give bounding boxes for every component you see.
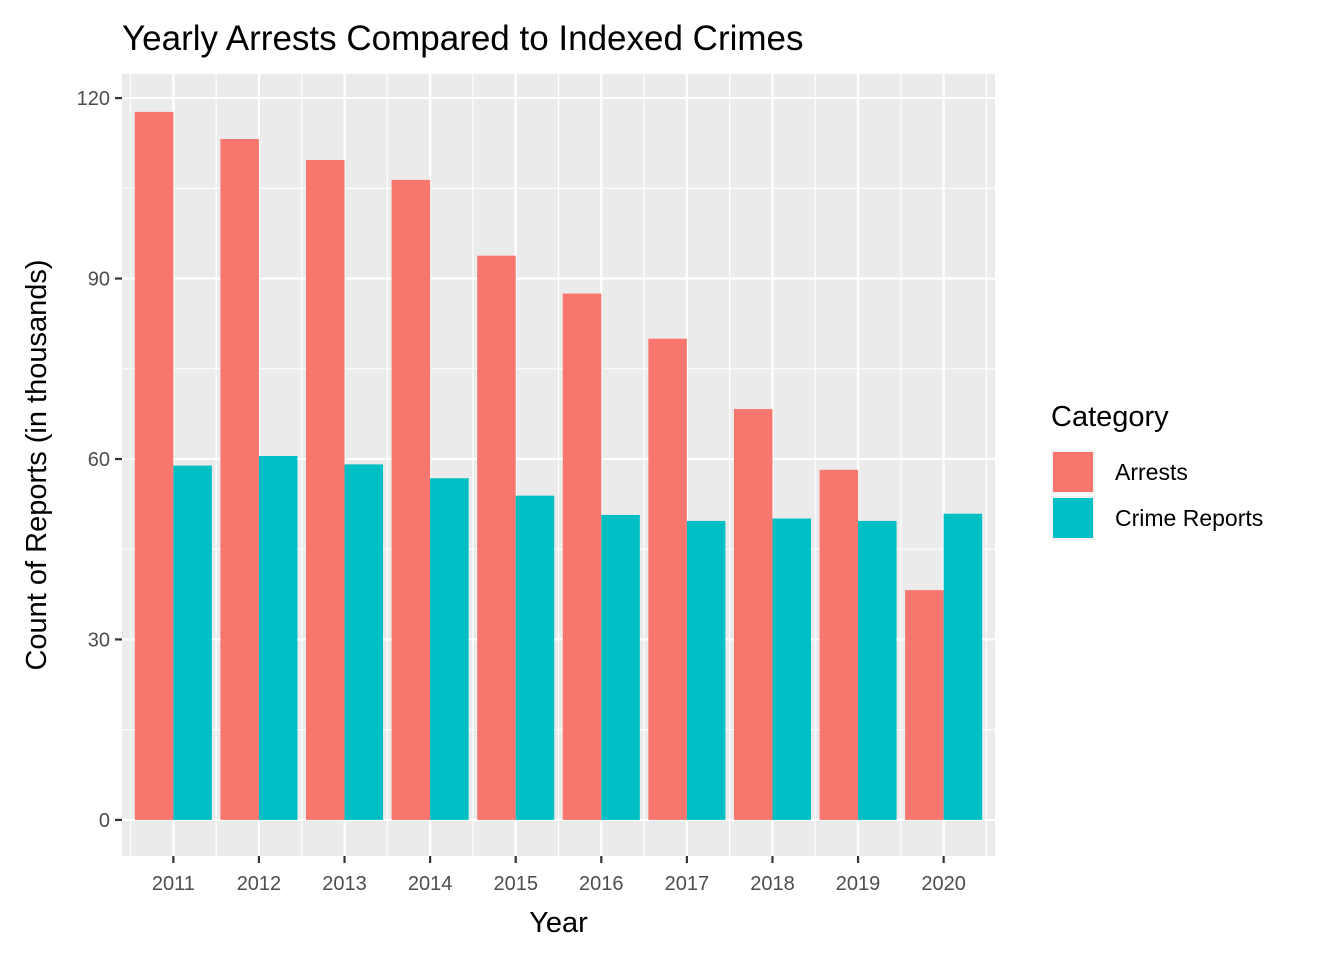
bar-crime-reports-2020 (943, 513, 983, 820)
x-tick-label: 2014 (408, 873, 453, 895)
x-tick-label: 2019 (836, 873, 881, 895)
bars (134, 111, 983, 820)
bar-crime-reports-2011 (173, 465, 212, 820)
x-tick-label: 2016 (579, 873, 624, 895)
legend-items: Arrests Crime Reports (1051, 450, 1263, 540)
legend: Category Arrests Crime Reports (1051, 401, 1263, 540)
y-tick-label: 0 (99, 810, 110, 832)
x-tick-label: 2018 (750, 873, 795, 895)
bar-crime-reports-2018 (772, 518, 811, 820)
chart-title: Yearly Arrests Compared to Indexed Crime… (122, 19, 804, 58)
bar-arrests-2012 (220, 138, 259, 820)
bar-crime-reports-2017 (686, 520, 726, 820)
y-axis: 0 30 60 90 120 (77, 88, 122, 832)
x-axis-title: Year (529, 907, 588, 939)
bar-arrests-2014 (391, 179, 431, 820)
bar-crime-reports-2015 (515, 495, 555, 820)
legend-swatch (1053, 498, 1093, 538)
x-tick-label: 2011 (152, 873, 195, 895)
bar-arrests-2013 (306, 160, 345, 820)
legend-swatch (1053, 452, 1093, 492)
bar-arrests-2015 (477, 255, 516, 820)
bar-crime-reports-2013 (344, 464, 384, 820)
legend-label: Crime Reports (1115, 505, 1263, 531)
y-tick-label: 120 (77, 88, 110, 110)
bar-crime-reports-2014 (430, 478, 469, 820)
bar-crime-reports-2016 (601, 514, 640, 820)
x-tick-label: 2020 (921, 873, 966, 895)
bar-arrests-2017 (648, 338, 687, 820)
x-tick-label: 2015 (493, 873, 538, 895)
bar-arrests-2020 (905, 590, 944, 820)
bar-crime-reports-2012 (258, 455, 298, 820)
legend-title: Category (1051, 401, 1169, 433)
bar-arrests-2016 (562, 293, 602, 820)
x-tick-label: 2013 (322, 873, 367, 895)
minor-gridlines (122, 74, 995, 856)
bar-arrests-2018 (733, 409, 773, 820)
legend-label: Arrests (1115, 459, 1188, 485)
x-tick-label: 2017 (665, 873, 710, 895)
bar-arrests-2019 (819, 469, 859, 820)
y-axis-title: Count of Reports (in thousands) (21, 259, 53, 670)
x-axis: 2011 2012 2013 2014 2015 2016 2017 2018 2019 2020 (152, 856, 966, 895)
bar-arrests-2011 (134, 111, 174, 820)
y-tick-label: 30 (88, 629, 110, 651)
y-tick-label: 90 (88, 269, 110, 291)
x-tick-label: 2012 (237, 873, 282, 895)
bar-crime-reports-2019 (858, 520, 897, 820)
y-tick-label: 60 (88, 449, 110, 471)
